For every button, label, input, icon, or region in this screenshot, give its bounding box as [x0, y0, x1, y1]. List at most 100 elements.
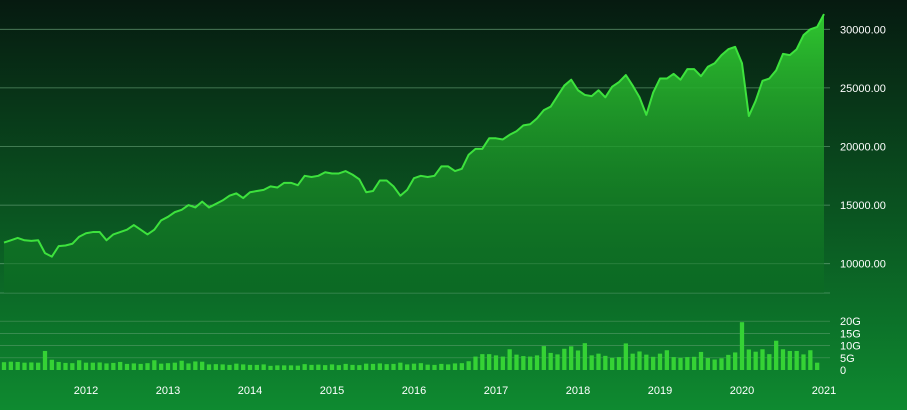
volume-bar: [808, 350, 813, 370]
price-area-layer: [3, 13, 825, 294]
volume-bar: [213, 364, 218, 370]
x-tick-label: 2016: [402, 385, 426, 397]
volume-bar: [83, 362, 89, 370]
volume-bar: [29, 362, 34, 370]
volume-bar: [193, 361, 198, 370]
volume-bar: [77, 360, 82, 370]
volume-bar: [596, 353, 601, 370]
volume-tick-label: 10G: [840, 341, 861, 353]
volume-bar: [487, 354, 492, 370]
volume-bar: [774, 340, 779, 370]
volume-bar: [145, 363, 150, 370]
volume-bar: [391, 363, 396, 370]
volume-bar: [760, 349, 765, 370]
x-tick-label: 2020: [730, 385, 754, 397]
x-tick-label: 2019: [648, 385, 672, 397]
volume-bar: [575, 350, 581, 370]
volume-bar: [705, 358, 710, 370]
volume-bar: [384, 364, 389, 370]
volume-bar: [616, 357, 622, 370]
volume-bar: [36, 362, 41, 370]
volume-bar: [446, 364, 451, 370]
volume-bar: [562, 348, 567, 370]
volume-tick-label: 0: [840, 365, 846, 377]
volume-bar: [295, 365, 300, 370]
volume-bar: [500, 356, 505, 370]
axis-labels-layer: 10000.00 15000.00 20000.00 25000.00 30000.00…: [74, 24, 886, 397]
price-tick-label: 30000.00: [840, 24, 886, 36]
volume-bar: [528, 356, 533, 370]
volume-bar: [350, 364, 355, 370]
volume-bar: [220, 364, 225, 370]
volume-bar: [165, 363, 171, 370]
volume-bar: [56, 361, 61, 370]
volume-bar: [541, 346, 546, 370]
volume-bar: [282, 365, 287, 370]
x-tick-label: 2013: [156, 385, 180, 397]
volume-bar: [623, 343, 628, 370]
volume-bar: [671, 357, 676, 370]
volume-bar: [97, 362, 102, 370]
volume-bar: [637, 351, 642, 370]
volume-bar: [227, 364, 232, 370]
volume-bar: [603, 355, 608, 370]
x-tick-label: 2012: [74, 385, 98, 397]
volume-bar: [336, 365, 341, 370]
volume-bar: [698, 351, 704, 370]
volume-bar: [275, 365, 280, 370]
volume-bar: [514, 354, 519, 370]
volume-bar: [159, 363, 164, 370]
volume-bar: [405, 364, 410, 370]
price-tick-label: 15000.00: [840, 200, 886, 212]
volume-bar: [186, 363, 191, 370]
volume-bar: [425, 364, 430, 370]
volume-bar: [179, 360, 184, 370]
volume-bar: [261, 364, 266, 370]
volume-bar: [323, 365, 328, 370]
volume-bar: [555, 354, 560, 370]
x-tick-label: 2021: [812, 385, 836, 397]
volume-bar: [466, 361, 471, 370]
volume-bar: [780, 349, 786, 370]
volume-bar: [815, 362, 820, 370]
volume-bar: [733, 352, 738, 370]
x-tick-label: 2017: [484, 385, 508, 397]
volume-bar: [610, 357, 615, 370]
volume-bar: [630, 353, 635, 370]
volume-bars-layer: [1, 322, 820, 370]
volume-bar: [90, 362, 95, 370]
volume-bar: [1, 362, 7, 370]
volume-bar: [685, 357, 690, 370]
volume-bar: [70, 363, 75, 370]
volume-bar: [507, 349, 512, 370]
volume-bar: [582, 343, 587, 370]
volume-bar: [432, 364, 437, 370]
volume-bar: [644, 354, 649, 370]
volume-bar: [753, 351, 758, 370]
volume-bar: [316, 364, 321, 370]
volume-bar: [138, 363, 143, 370]
volume-tick-label: 15G: [840, 328, 861, 340]
volume-bar: [548, 352, 553, 370]
volume-bar: [794, 350, 799, 370]
volume-bar: [459, 363, 464, 370]
volume-bar: [234, 363, 239, 370]
volume-bar: [678, 357, 683, 370]
volume-bar: [8, 361, 13, 370]
volume-bar: [767, 354, 772, 370]
x-tick-label: 2015: [320, 385, 344, 397]
volume-bar: [569, 346, 574, 370]
volume-bar: [172, 362, 177, 370]
volume-bar: [241, 364, 246, 370]
volume-bar: [534, 355, 540, 370]
volume-bar: [726, 354, 731, 370]
volume-bar: [664, 350, 669, 370]
volume-bar: [268, 365, 273, 370]
volume-bar: [42, 350, 48, 370]
volume-bar: [801, 354, 806, 370]
volume-bar: [411, 363, 417, 370]
volume-bar: [329, 364, 335, 370]
volume-bar: [111, 362, 116, 370]
volume-bar: [418, 363, 423, 370]
volume-bar: [309, 364, 314, 370]
